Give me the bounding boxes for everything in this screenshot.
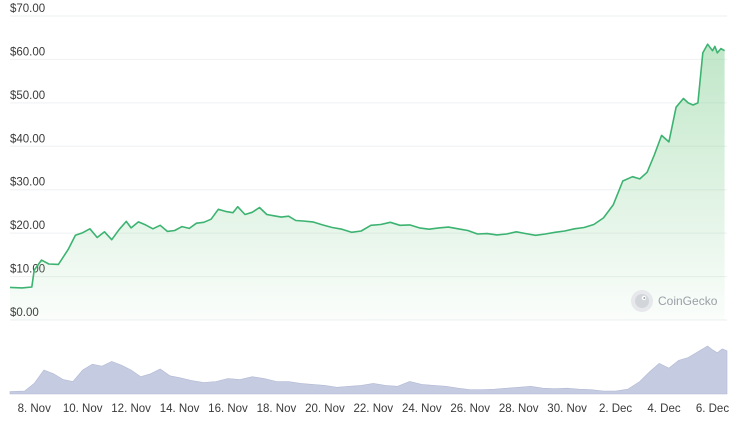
x-tick-label: 10. Nov: [63, 403, 103, 415]
x-tick-label: 12. Nov: [111, 403, 151, 415]
y-tick-label: $40.00: [10, 133, 45, 145]
x-tick-label: 14. Nov: [160, 403, 200, 415]
x-tick-label: 24. Nov: [402, 403, 442, 415]
x-tick-label: 20. Nov: [305, 403, 345, 415]
x-tick-label: 6. Dec: [696, 403, 729, 415]
price-line: [9, 43, 725, 289]
x-tick-label: 16. Nov: [208, 403, 248, 415]
x-tick-label: 18. Nov: [257, 403, 297, 415]
x-tick-label: 22. Nov: [354, 403, 394, 415]
x-axis: 8. Nov 10. Nov 12. Nov 14. Nov 16. Nov 18. No…: [18, 403, 730, 415]
y-tick-label: $30.00: [10, 177, 45, 189]
y-tick-label: $60.00: [10, 46, 45, 58]
y-tick-label: $70.00: [10, 3, 45, 15]
x-tick-label: 2. Dec: [599, 403, 632, 415]
gecko-logo-icon: [631, 290, 653, 312]
y-axis: $70.00$60.00$50.00$40.00$30.00$20.00$10.…: [10, 3, 45, 319]
x-tick-label: 28. Nov: [499, 403, 539, 415]
price-area-fill: [10, 44, 725, 320]
y-tick-label: $50.00: [10, 90, 45, 102]
x-tick-label: 30. Nov: [547, 403, 587, 415]
coingecko-watermark: CoinGecko: [631, 290, 718, 312]
x-tick-label: 8. Nov: [18, 403, 51, 415]
price-area: [9, 43, 725, 320]
volume-area: [9, 345, 728, 395]
y-tick-label: $20.00: [10, 220, 45, 232]
x-tick-label: 26. Nov: [450, 403, 490, 415]
volume-bars: [9, 345, 728, 395]
watermark-text: CoinGecko: [658, 294, 718, 308]
x-tick-label: 4. Dec: [647, 403, 680, 415]
